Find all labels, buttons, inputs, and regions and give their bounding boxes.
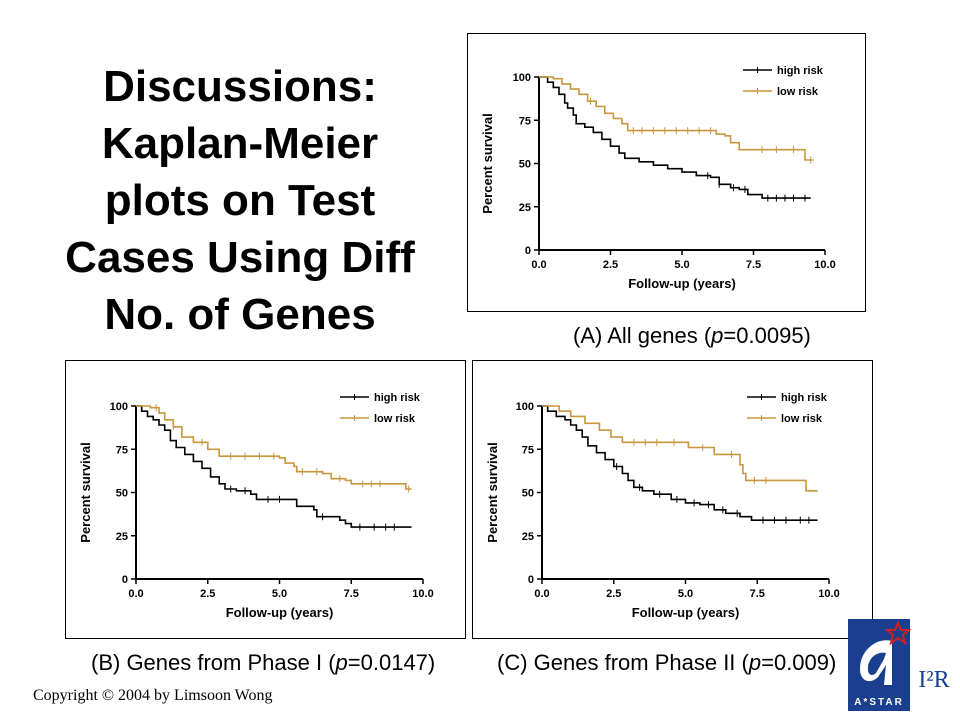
x-tick-label: 0.0 [534, 588, 549, 600]
legend-label-low-risk: low risk [374, 413, 416, 425]
km-plot-panel-b: 0.0 2.5 5.0 7.5 10.0 0 25 50 75 100 Follow-up (yea… [65, 360, 466, 639]
y-tick-label: 100 [513, 72, 531, 84]
astar-i2r-logo: A*STAR I²R [848, 619, 950, 711]
x-axis-label: Follow-up (years) [632, 605, 740, 620]
x-tick-label: 7.5 [344, 588, 359, 600]
y-tick-label: 100 [516, 401, 534, 413]
legend-label-high-risk: high risk [781, 392, 828, 404]
y-tick-label: 0 [122, 574, 128, 586]
y-tick-label: 0 [525, 245, 531, 257]
caption-c: (C) Genes from Phase II (p=0.009) [497, 650, 836, 676]
caption-c-prefix: (C) Genes from Phase II ( [497, 650, 749, 675]
series-line-high-risk [136, 405, 412, 528]
logo-star-icon [884, 620, 912, 646]
y-tick-label: 0 [528, 574, 534, 586]
title-line: Cases Using Diff [65, 233, 415, 282]
caption-c-p-value: =0.009) [761, 650, 837, 675]
y-tick-label: 25 [522, 531, 534, 543]
y-axis-label: Percent survival [485, 442, 500, 542]
y-axis-label: Percent survival [480, 113, 495, 213]
x-tick-label: 7.5 [746, 259, 761, 271]
x-tick-label: 10.0 [412, 588, 433, 600]
series-line-high-risk [542, 405, 818, 521]
km-plot-panel-c: 0.0 2.5 5.0 7.5 10.0 0 25 50 75 100 Follow-up (yea… [472, 360, 873, 639]
logo-a-glyph [860, 640, 892, 685]
y-tick-label: 25 [519, 202, 531, 214]
caption-c-p-symbol: p [748, 650, 762, 675]
caption-b-p-value: =0.0147) [347, 650, 436, 675]
caption-a-prefix: (A) All genes ( [573, 323, 712, 348]
y-tick-label: 50 [519, 159, 531, 171]
km-plot-c: 0.0 2.5 5.0 7.5 10.0 0 25 50 75 100 Follow-up (yea… [485, 392, 840, 620]
y-tick-label: 75 [519, 115, 531, 127]
caption-a-p-value: =0.0095) [723, 323, 811, 348]
y-tick-label: 100 [110, 401, 128, 413]
caption-a: (A) All genes (p=0.0095) [573, 323, 811, 349]
x-tick-label: 5.0 [674, 259, 689, 271]
series-line-low-risk [542, 405, 818, 492]
x-tick-label: 2.5 [606, 588, 621, 600]
logo-astar-block [848, 619, 910, 711]
x-axis-label: Follow-up (years) [628, 276, 736, 291]
page-title: Discussions: Kaplan-Meier plots on Test … [30, 58, 450, 343]
y-tick-label: 50 [522, 488, 534, 500]
y-tick-label: 25 [116, 531, 128, 543]
x-tick-label: 2.5 [200, 588, 215, 600]
x-tick-label: 5.0 [678, 588, 693, 600]
caption-a-p-symbol: p [711, 323, 724, 348]
series-line-low-risk [136, 405, 412, 490]
legend-label-high-risk: high risk [777, 65, 824, 77]
caption-b-prefix: (B) Genes from Phase I ( [91, 650, 336, 675]
x-tick-label: 0.0 [128, 588, 143, 600]
title-line: Kaplan-Meier [101, 119, 379, 168]
caption-b-p-symbol: p [335, 650, 348, 675]
y-tick-label: 75 [522, 444, 534, 456]
y-axis-label: Percent survival [78, 442, 93, 542]
caption-b: (B) Genes from Phase I (p=0.0147) [91, 650, 435, 676]
series-line-low-risk [539, 76, 814, 161]
logo-i2r-wordmark: I²R [918, 667, 949, 693]
x-tick-label: 10.0 [814, 259, 835, 271]
x-tick-label: 5.0 [272, 588, 287, 600]
series-line-high-risk [539, 76, 811, 199]
title-line: plots on Test [104, 176, 376, 225]
km-plot-panel-a: 0.0 2.5 5.0 7.5 10.0 0 25 50 75 100 Follow-up (yea… [467, 33, 866, 312]
x-tick-label: 10.0 [818, 588, 839, 600]
x-tick-label: 0.0 [531, 259, 546, 271]
y-tick-label: 75 [116, 444, 128, 456]
logo-astar-wordmark: A*STAR [854, 697, 904, 708]
legend-label-low-risk: low risk [777, 86, 819, 98]
legend-label-low-risk: low risk [781, 413, 823, 425]
legend-label-high-risk: high risk [374, 392, 421, 404]
title-line: No. of Genes [104, 290, 376, 339]
km-plot-b: 0.0 2.5 5.0 7.5 10.0 0 25 50 75 100 Follow-up (yea… [78, 392, 434, 620]
x-axis-label: Follow-up (years) [226, 605, 334, 620]
km-plot-a: 0.0 2.5 5.0 7.5 10.0 0 25 50 75 100 Follow-up (yea… [480, 65, 836, 291]
copyright-notice: Copyright © 2004 by Limsoon Wong [33, 687, 273, 704]
title-line: Discussions: [103, 62, 377, 111]
y-tick-label: 50 [116, 488, 128, 500]
x-tick-label: 7.5 [750, 588, 765, 600]
x-tick-label: 2.5 [603, 259, 618, 271]
